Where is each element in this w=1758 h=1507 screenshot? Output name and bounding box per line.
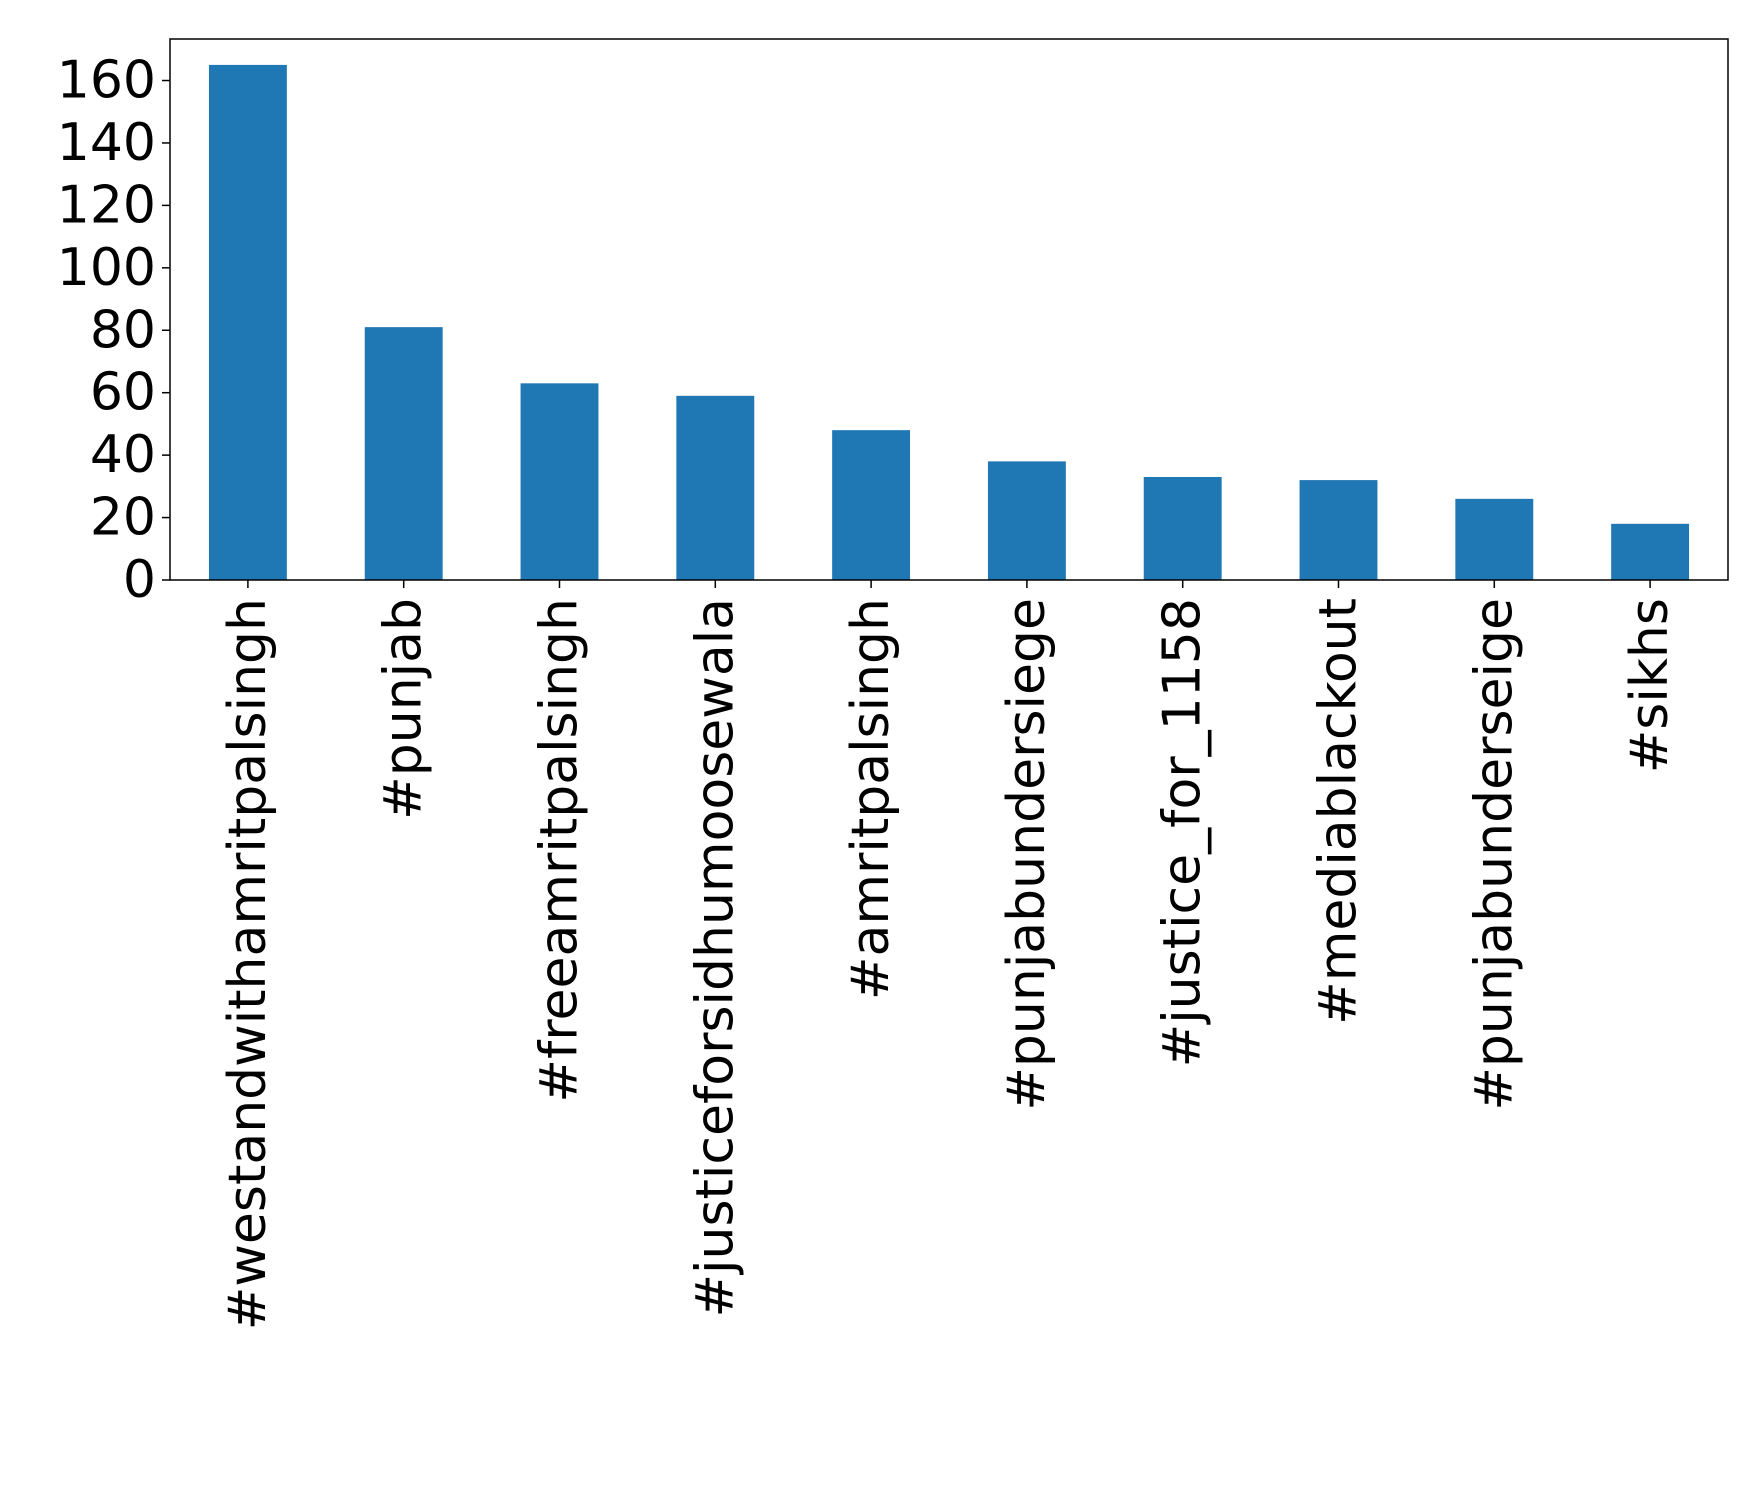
x-tick-label: #punjabunderseige (1464, 598, 1524, 1111)
bar (1299, 480, 1378, 580)
x-tick-label: #justiceforsidhumoosewala (685, 598, 745, 1318)
x-tick-label: #westandwithamritpalsingh (218, 598, 278, 1330)
bar (832, 430, 911, 580)
y-tick-label: 100 (57, 238, 156, 298)
bar (520, 383, 599, 580)
y-tick-label: 80 (90, 300, 156, 360)
x-tick-label: #freeamritpalsingh (530, 598, 590, 1103)
x-tick-label: #amritpalsingh (841, 598, 901, 1000)
x-tick-label: #mediablackout (1309, 598, 1369, 1025)
y-tick-label: 140 (57, 113, 156, 173)
bar (208, 64, 287, 580)
y-tick-label: 60 (90, 363, 156, 423)
y-tick-label: 0 (123, 550, 156, 610)
y-tick-label: 40 (90, 425, 156, 485)
x-tick-label: #punjabundersiege (997, 598, 1057, 1111)
bar (1455, 498, 1534, 580)
bar (1611, 523, 1690, 580)
y-tick-label: 20 (90, 488, 156, 548)
bar (676, 395, 755, 580)
x-tick-label: #sikhs (1620, 598, 1680, 773)
plot-frame (169, 38, 1729, 581)
y-tick-label: 120 (57, 175, 156, 235)
bar (364, 327, 443, 580)
bar (1143, 476, 1222, 580)
x-tick-label: #punjab (374, 598, 434, 820)
bar (987, 461, 1066, 580)
y-tick-label: 160 (57, 51, 156, 111)
x-tick-label: #justice_for_1158 (1153, 598, 1213, 1067)
